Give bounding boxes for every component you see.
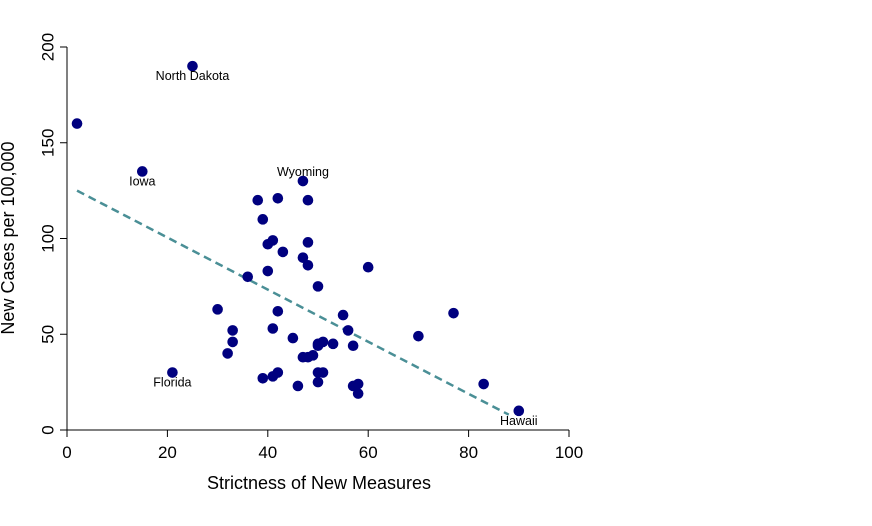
data-point bbox=[327, 338, 339, 350]
data-point bbox=[352, 388, 364, 399]
data-point bbox=[272, 367, 284, 378]
y-tick-label: 150 bbox=[38, 129, 57, 157]
y-tick-label: 100 bbox=[38, 224, 57, 252]
data-point bbox=[478, 378, 489, 390]
point-annotation: North Dakota bbox=[156, 69, 230, 83]
data-point bbox=[302, 237, 314, 248]
x-tick-label: 80 bbox=[459, 443, 478, 462]
trend-line bbox=[76, 189, 510, 416]
data-point bbox=[317, 367, 329, 378]
point-annotation: Wyoming bbox=[277, 165, 329, 179]
data-point bbox=[312, 376, 324, 388]
data-point bbox=[227, 325, 238, 336]
data-point bbox=[317, 336, 329, 348]
point-annotation: Hawaii bbox=[500, 414, 538, 428]
data-point bbox=[272, 192, 284, 204]
data-point bbox=[227, 336, 238, 348]
data-point bbox=[287, 332, 299, 344]
data-point bbox=[242, 271, 254, 283]
x-tick-label: 60 bbox=[359, 443, 378, 462]
data-point bbox=[302, 194, 314, 206]
y-tick-label: 50 bbox=[38, 325, 57, 344]
x-axis-title: Strictness of New Measures bbox=[207, 473, 431, 493]
data-point bbox=[337, 309, 349, 321]
data-point bbox=[212, 304, 223, 315]
data-point bbox=[262, 265, 274, 277]
data-point bbox=[257, 372, 269, 384]
data-point bbox=[297, 175, 309, 187]
axes: 0 20 40 60 80 100 0 50 100 150 200 bbox=[38, 33, 583, 462]
point-annotation: Florida bbox=[153, 376, 191, 390]
x-tick-label: 40 bbox=[258, 443, 277, 462]
data-point bbox=[307, 350, 319, 361]
data-point bbox=[352, 378, 364, 390]
data-point bbox=[292, 380, 304, 392]
data-point bbox=[267, 235, 279, 246]
y-tick-label: 200 bbox=[38, 33, 57, 61]
trend-layer bbox=[76, 189, 510, 416]
x-tick-label: 0 bbox=[62, 443, 71, 462]
points-layer bbox=[71, 60, 525, 417]
data-point bbox=[137, 166, 148, 177]
data-point bbox=[302, 260, 314, 271]
data-point bbox=[448, 307, 459, 319]
x-tick-label: 20 bbox=[158, 443, 177, 462]
data-point bbox=[362, 261, 374, 273]
y-axis-title: New Cases per 100,000 bbox=[0, 141, 18, 334]
data-point bbox=[342, 325, 354, 336]
y-tick-label: 0 bbox=[38, 425, 57, 434]
data-point bbox=[257, 214, 269, 225]
data-point bbox=[252, 194, 264, 206]
data-point bbox=[297, 252, 309, 263]
data-point bbox=[71, 118, 83, 129]
point-annotation: Iowa bbox=[129, 174, 155, 188]
data-point bbox=[312, 281, 324, 292]
data-point bbox=[167, 367, 178, 378]
data-point bbox=[413, 330, 424, 342]
data-point bbox=[187, 60, 198, 72]
x-tick-label: 100 bbox=[555, 443, 583, 462]
data-point bbox=[267, 323, 279, 334]
data-point bbox=[347, 340, 359, 352]
data-point bbox=[513, 405, 525, 417]
data-point bbox=[222, 348, 233, 359]
data-point bbox=[277, 246, 289, 258]
annotation-layer: North Dakota Iowa Wyoming Florida Hawaii bbox=[129, 69, 537, 428]
data-point bbox=[272, 305, 284, 317]
